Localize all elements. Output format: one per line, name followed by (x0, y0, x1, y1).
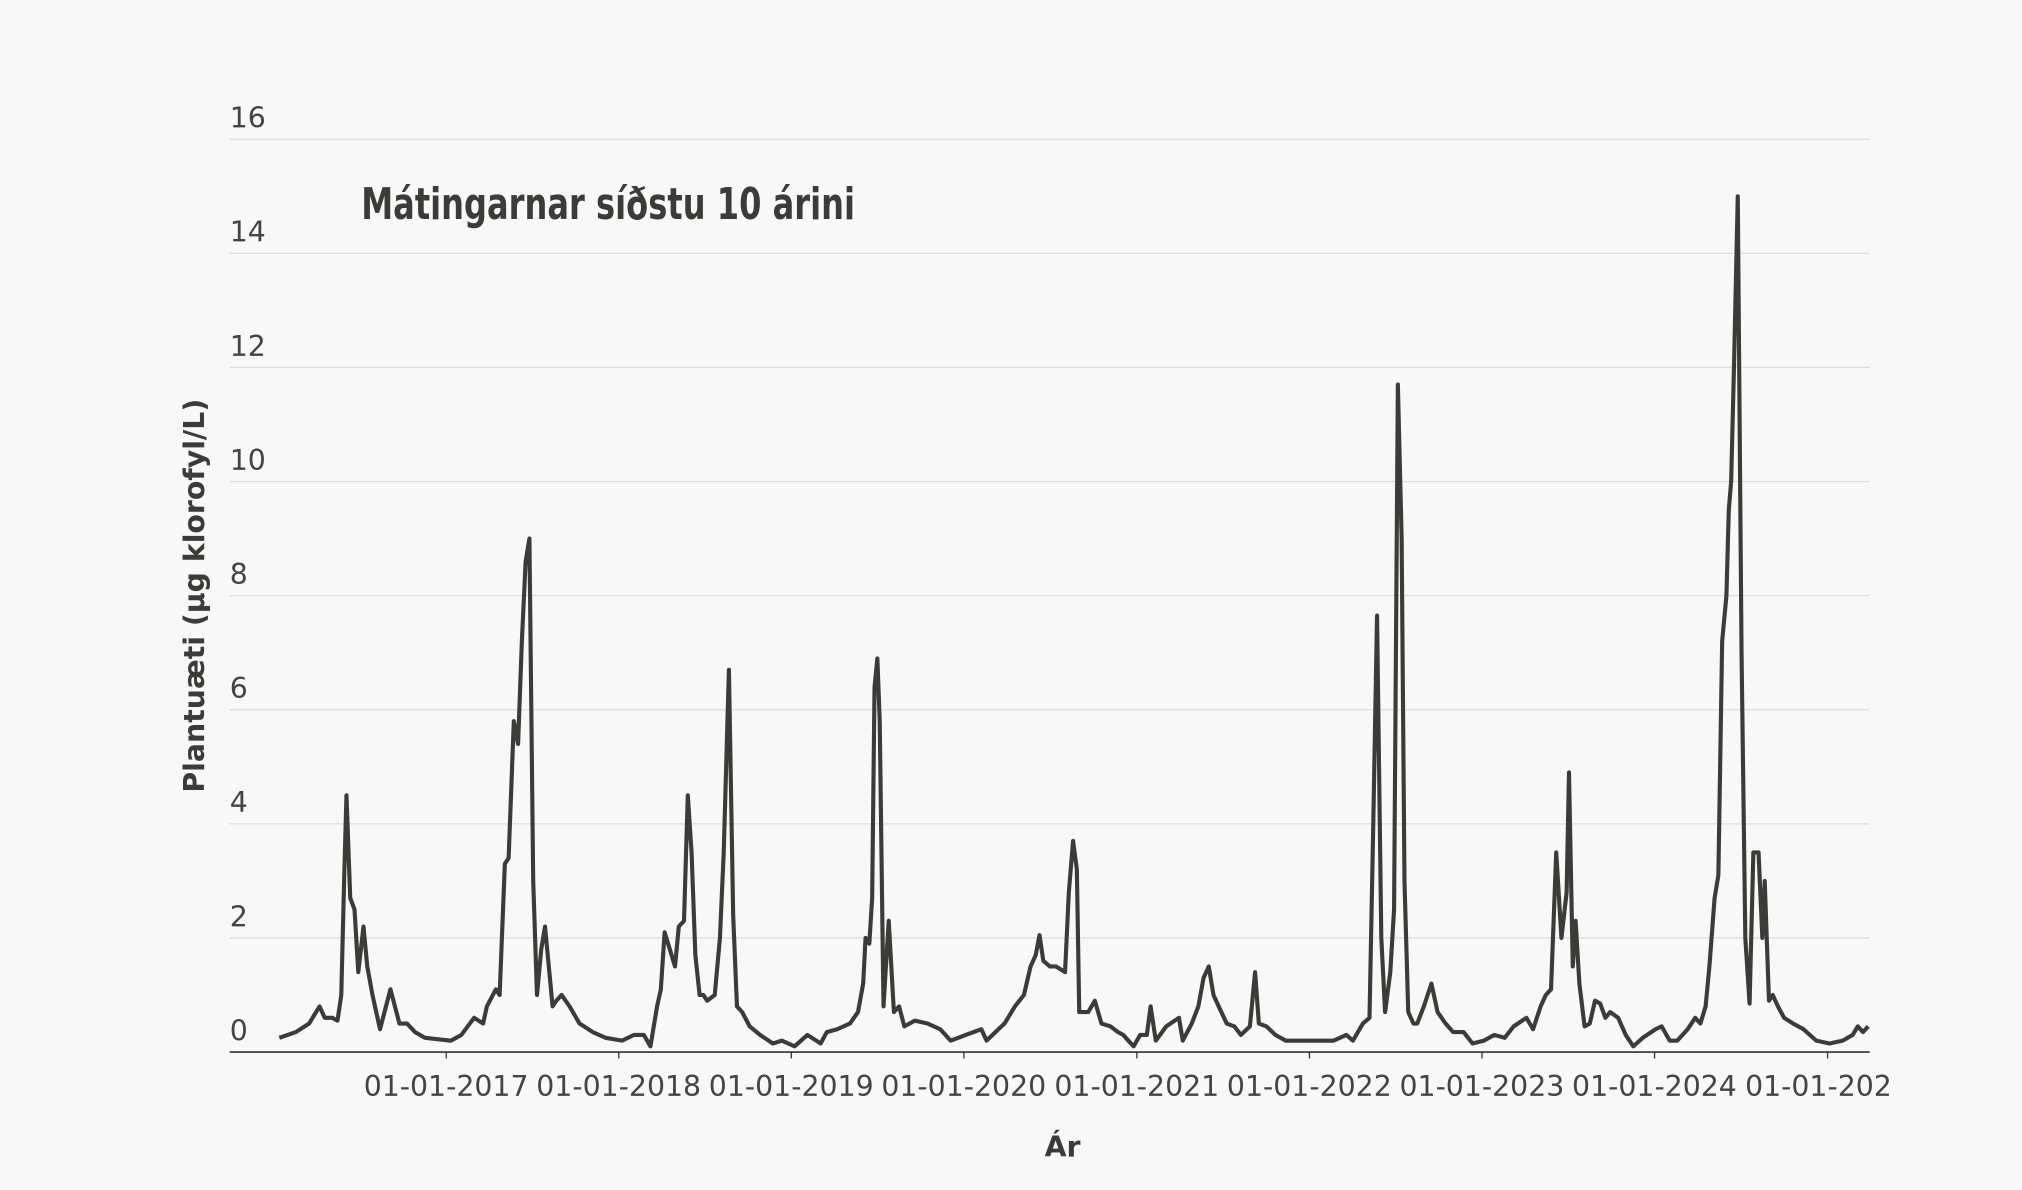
x-tick-label: 01-01-2017 (364, 1070, 529, 1103)
y-tick-label: 16 (230, 102, 266, 135)
y-tick-label: 4 (230, 786, 248, 819)
chart-title: Mátingarnar síðstu 10 árini (361, 179, 855, 230)
y-axis-label: Plantuæti (µg klorofyl/L) (178, 399, 211, 793)
y-tick-label: 2 (230, 900, 248, 933)
x-tick-label: 01-01-2023 (1399, 1070, 1564, 1103)
data-line (278, 194, 1870, 1049)
y-tick-label: 0 (230, 1014, 248, 1047)
x-tick-label: 01-01-202 (1745, 1070, 1892, 1103)
y-tick-label: 8 (230, 558, 248, 591)
x-tick-label: 01-01-2020 (881, 1070, 1046, 1103)
y-tick-label: 6 (230, 672, 248, 705)
x-tick-label: 01-01-2018 (536, 1070, 701, 1103)
y-tick-label: 12 (230, 330, 266, 363)
y-tick-label: 14 (230, 216, 266, 249)
y-tick-label: 10 (230, 444, 266, 477)
x-tick-label: 01-01-2022 (1227, 1070, 1392, 1103)
x-tick-label: 01-01-2019 (709, 1070, 874, 1103)
x-tick-label: 01-01-2021 (1054, 1070, 1219, 1103)
x-axis-label: Ár (1045, 1129, 1081, 1163)
x-tick-label: 01-01-2024 (1572, 1070, 1737, 1103)
